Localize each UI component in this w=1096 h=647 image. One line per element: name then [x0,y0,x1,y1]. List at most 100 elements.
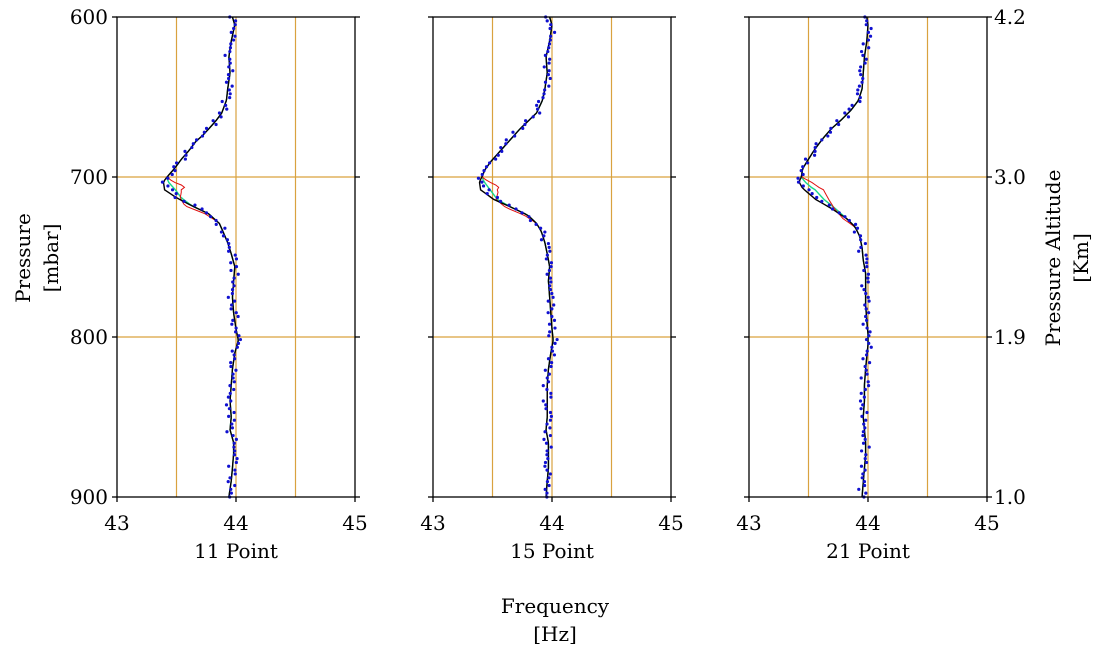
data-point [548,288,553,292]
data-point [867,445,871,449]
data-point [545,491,549,495]
data-point [867,299,871,303]
data-point [861,403,865,407]
series-line-black [478,16,554,498]
data-point [200,134,205,138]
data-point [861,322,865,326]
data-point [552,303,556,307]
data-point [543,80,548,84]
data-point [228,49,232,54]
data-point [230,291,234,296]
data-point [546,311,550,315]
data-point [513,134,517,138]
data-point [545,453,549,457]
data-point [548,284,552,288]
data-point [545,480,550,484]
data-point [225,238,230,242]
data-point [547,46,551,50]
data-point [204,211,209,215]
data-point [796,180,801,184]
data-point [866,276,870,280]
data-point [223,53,227,58]
data-point [859,407,863,411]
panel-3: 43 44 45 21 Point [736,15,1000,563]
data-point [837,122,841,127]
data-point [536,99,541,104]
x-tick-label: 45 [974,511,999,535]
data-point [543,53,547,58]
data-point [227,464,231,468]
data-point [810,192,814,196]
data-point [868,34,873,38]
data-point [864,253,868,257]
data-point [214,222,218,226]
data-point [504,138,508,142]
data-point [827,203,831,207]
y-axis-title-line1: Pressure [11,213,35,303]
data-point [813,149,817,153]
data-point [855,92,860,96]
data-point [224,103,228,107]
data-point [857,249,861,253]
data-point [544,257,548,261]
data-point [548,249,552,253]
data-point [550,291,554,296]
data-point [480,180,484,184]
data-point [551,295,555,299]
data-point [865,19,869,23]
data-point [865,257,869,261]
data-point [866,272,871,276]
data-point [224,403,229,407]
data-point [237,334,241,338]
data-point [542,234,546,238]
data-point [546,49,550,54]
data-point [214,218,218,223]
data-point [861,42,865,46]
data-point [860,284,864,288]
data-point [861,433,865,438]
data-point [547,84,551,88]
data-point [861,53,865,58]
data-point [531,115,535,119]
data-point [495,195,500,200]
data-point [550,349,555,353]
data-point [546,73,550,77]
data-point [835,119,839,123]
data-point [860,414,864,418]
data-point [865,410,869,415]
data-point [863,303,867,307]
y-axis-title-line2: [mbar] [39,224,63,293]
data-point [520,211,524,215]
data-point [859,49,864,54]
data-point [200,207,204,211]
data-point [232,387,236,392]
data-point [229,487,233,491]
data-point [230,349,234,353]
data-point [861,357,865,361]
data-point [231,433,235,438]
data-point [542,65,546,69]
data-point [865,372,869,376]
right-y-tick-label: 4.2 [994,5,1026,29]
data-point [229,364,233,369]
data-point [231,38,236,42]
data-point [862,268,866,273]
data-point [238,337,243,342]
data-point [191,142,195,146]
data-point [858,234,863,238]
data-point [233,253,237,257]
data-point [830,207,835,211]
data-point [859,73,863,77]
data-point [499,145,503,150]
data-point [549,414,553,418]
data-point [863,61,867,65]
data-point [861,76,865,81]
right-y-tick-label: 3.0 [994,165,1026,189]
data-point [225,107,229,111]
x-tick-label: 44 [223,511,248,535]
data-point [864,491,868,495]
data-point [806,161,810,165]
data-point [166,184,170,188]
data-point [202,130,206,134]
data-point [545,422,549,426]
